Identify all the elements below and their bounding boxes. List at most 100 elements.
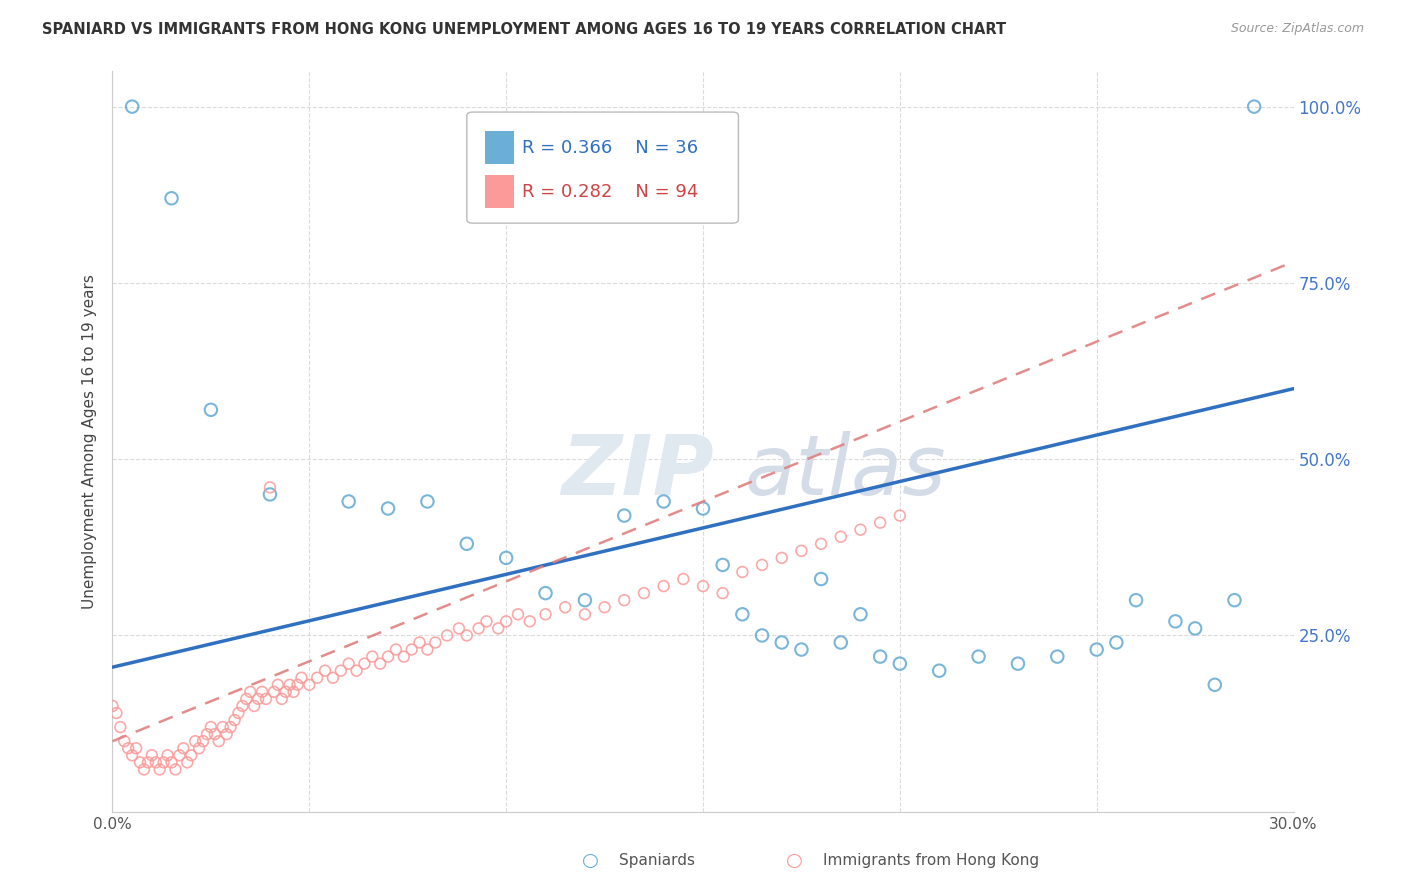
Point (475, 615, 498, 629)
Point (1125, 593, 1147, 607)
Point (692, 501, 714, 516)
Bar (485, 175, 515, 209)
Point (519, 615, 541, 629)
Point (278, 678, 301, 692)
Point (869, 649, 891, 664)
Point (346, 664, 368, 678)
Point (447, 621, 470, 635)
Point (208, 734, 231, 748)
Point (337, 657, 360, 671)
Point (425, 635, 447, 649)
Point (554, 600, 576, 615)
Point (110, 720, 132, 734)
Point (1243, 100, 1265, 114)
Point (456, 537, 478, 551)
Point (506, 607, 529, 622)
Point (1105, 635, 1128, 649)
Point (486, 621, 509, 635)
Point (239, 685, 262, 699)
Point (141, 748, 163, 763)
Point (467, 621, 489, 635)
Point (298, 678, 321, 692)
Point (247, 692, 270, 706)
Point (200, 402, 222, 417)
Point (314, 664, 336, 678)
Point (274, 685, 297, 699)
Point (188, 741, 211, 756)
Point (613, 593, 636, 607)
Point (830, 530, 852, 544)
Point (259, 487, 281, 501)
Point (869, 516, 891, 530)
Point (731, 607, 754, 622)
Point (329, 664, 352, 678)
Point (129, 756, 152, 770)
Point (101, 698, 124, 713)
Point (633, 586, 655, 600)
Text: Source: ZipAtlas.com: Source: ZipAtlas.com (1230, 22, 1364, 36)
Point (283, 685, 305, 699)
Point (810, 537, 832, 551)
Point (849, 607, 872, 622)
Point (117, 741, 139, 756)
Point (830, 635, 852, 649)
Point (219, 720, 242, 734)
Point (574, 607, 596, 622)
Point (235, 692, 257, 706)
Text: Immigrants from Hong Kong: Immigrants from Hong Kong (823, 854, 1039, 868)
Point (810, 572, 832, 586)
Point (250, 685, 273, 699)
Point (287, 678, 309, 692)
Point (105, 706, 128, 720)
Point (176, 756, 198, 770)
Bar (485, 130, 515, 164)
Point (1164, 615, 1187, 629)
Point (377, 501, 399, 516)
Point (790, 642, 813, 657)
Text: atlas: atlas (744, 431, 946, 512)
Point (593, 600, 616, 615)
Text: ZIP: ZIP (561, 431, 714, 512)
Point (184, 734, 207, 748)
Point (385, 642, 408, 657)
Point (889, 508, 911, 523)
Point (228, 706, 250, 720)
Point (160, 191, 183, 205)
Point (416, 642, 439, 657)
Point (231, 698, 253, 713)
Point (259, 480, 281, 494)
Point (270, 692, 292, 706)
Point (145, 756, 167, 770)
Point (307, 671, 329, 685)
Point (121, 100, 143, 114)
Point (731, 565, 754, 579)
Point (1007, 657, 1029, 671)
Point (652, 494, 675, 508)
Point (692, 579, 714, 593)
Point (392, 649, 415, 664)
Point (770, 635, 793, 649)
Point (322, 671, 344, 685)
Point (132, 763, 155, 777)
Point (337, 494, 360, 508)
Point (849, 523, 872, 537)
Point (889, 657, 911, 671)
Point (456, 628, 478, 642)
Point (353, 657, 375, 671)
FancyBboxPatch shape (467, 112, 738, 223)
Point (495, 615, 517, 629)
Point (408, 635, 430, 649)
Point (180, 748, 202, 763)
Point (534, 586, 557, 600)
Text: ○: ○ (786, 851, 803, 871)
Point (204, 727, 226, 741)
Point (243, 698, 266, 713)
Point (574, 593, 596, 607)
Point (1204, 678, 1226, 692)
Point (136, 756, 159, 770)
Point (928, 664, 950, 678)
Point (172, 741, 194, 756)
Point (711, 558, 734, 572)
Point (672, 572, 695, 586)
Point (790, 544, 813, 558)
